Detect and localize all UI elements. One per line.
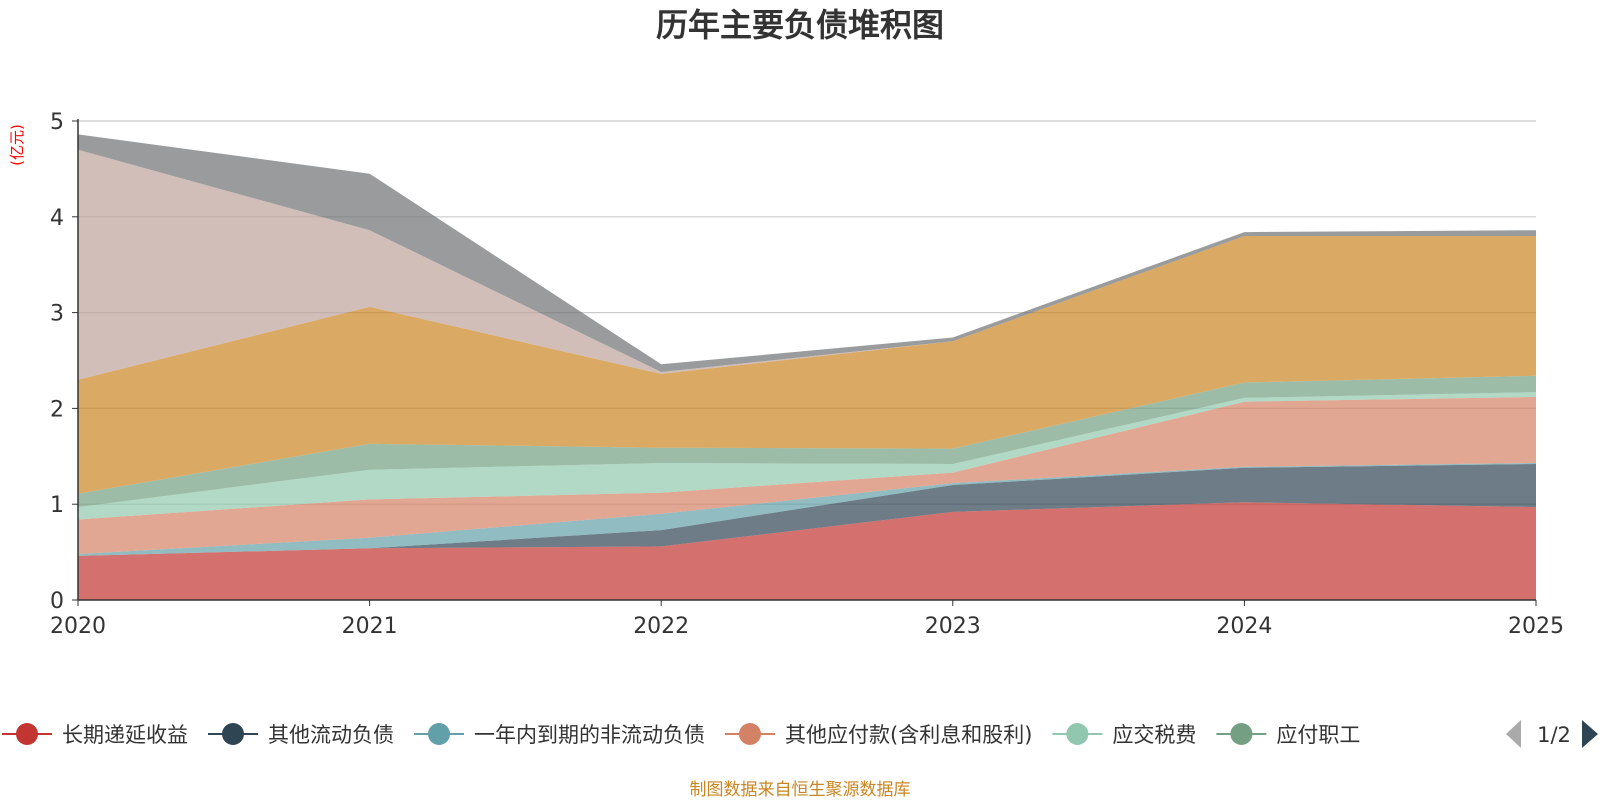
area-series-4[interactable] [78, 392, 1536, 520]
y-tick-label-5: 5 [50, 110, 64, 135]
legend: 长期递延收益 其他流动负债 一年内到期的非流动负债 其他应付款(含利息和股利) 应交税费… [2, 720, 1598, 748]
area-series-1[interactable] [78, 464, 1536, 556]
legend-item-4[interactable]: 应交税费 [1052, 723, 1196, 747]
legend-item-2[interactable]: 一年内到期的非流动负债 [414, 723, 705, 747]
legend-label-2: 一年内到期的非流动负债 [474, 723, 705, 747]
legend-item-3[interactable]: 其他应付款(含利息和股利) [725, 723, 1032, 747]
legend-item-1[interactable]: 其他流动负债 [208, 723, 394, 747]
data-source-note: 制图数据来自恒生聚源数据库 [690, 780, 911, 800]
area-series-5[interactable] [78, 375, 1536, 508]
legend-label-0: 长期递延收益 [62, 723, 188, 747]
legend-pagination: 1/2 [1506, 720, 1598, 748]
x-tick-label-2023: 2023 [925, 614, 981, 639]
area-series-3[interactable] [78, 396, 1536, 554]
x-tick-label-2024: 2024 [1216, 614, 1272, 639]
area-series-8[interactable] [78, 134, 1536, 372]
x-tick-label-2021: 2021 [342, 614, 398, 639]
chart-title: 历年主要负债堆积图 [656, 6, 944, 44]
y-tick-label-2: 2 [50, 397, 64, 422]
y-tick-label-1: 1 [50, 493, 64, 518]
y-tick-label-4: 4 [50, 206, 64, 231]
legend-page-indicator: 1/2 [1537, 723, 1571, 747]
legend-next-page-icon[interactable] [1582, 720, 1598, 748]
legend-label-1: 其他流动负债 [268, 723, 394, 747]
legend-marker-0 [16, 723, 38, 745]
area-series-2[interactable] [78, 463, 1536, 556]
y-tick-label-0: 0 [50, 589, 64, 614]
legend-marker-3 [739, 723, 761, 745]
x-tick-label-2022: 2022 [633, 614, 689, 639]
x-tick-label-2020: 2020 [50, 614, 106, 639]
legend-prev-page-icon[interactable] [1506, 720, 1521, 748]
legend-item-5[interactable]: 应付职工 [1216, 723, 1360, 747]
x-tick-label-2025: 2025 [1508, 614, 1564, 639]
area-series-0[interactable] [78, 502, 1536, 600]
legend-item-0[interactable]: 长期递延收益 [2, 723, 188, 747]
area-series-7[interactable] [78, 149, 1536, 380]
area-series-6[interactable] [78, 236, 1536, 494]
legend-label-3: 其他应付款(含利息和股利) [785, 723, 1032, 747]
legend-marker-5 [1230, 723, 1253, 745]
legend-label-5: 应付职工 [1276, 723, 1360, 747]
legend-marker-2 [428, 723, 450, 745]
legend-marker-1 [222, 723, 244, 745]
y-axis-unit-label: (亿元) [8, 124, 26, 166]
area-layer [78, 134, 1536, 600]
y-tick-label-3: 3 [50, 302, 64, 327]
legend-marker-4 [1066, 723, 1089, 745]
legend-label-4: 应交税费 [1112, 723, 1196, 747]
axis-layer: 0 1 2 3 4 5 2020 2021 2022 2023 2024 2025 [50, 110, 1564, 639]
